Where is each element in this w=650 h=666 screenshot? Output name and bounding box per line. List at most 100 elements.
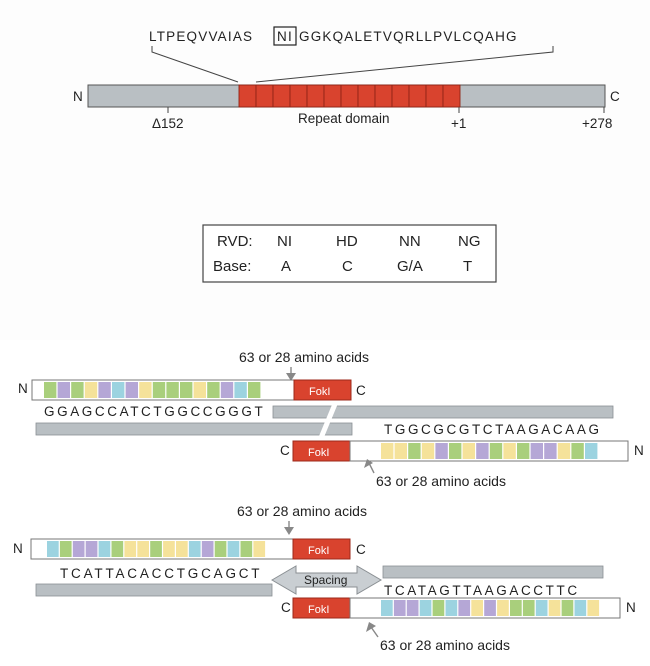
position-plus278: +278 (582, 116, 612, 131)
repeat-block-yellow (176, 541, 188, 557)
rvd-hd: HD (336, 233, 358, 250)
repeat-block-yellow (139, 382, 152, 398)
repeat-block-blue (227, 541, 240, 557)
repeat-block-blue (112, 382, 125, 398)
sequence-rvd: NI (277, 29, 293, 44)
pair1-dna-bottom-strand (35, 422, 353, 436)
repeat-block-yellow (462, 443, 475, 459)
pair2-linker-arrow-top-head (284, 527, 294, 535)
pair2-bottom-n-label: N (626, 600, 636, 615)
tale-protein-diagram: LTPEQVVAIAS NI GGKQALETVQRLLPVLCQAHG N C… (73, 26, 620, 131)
base-c: C (342, 258, 353, 275)
repeat-unit (425, 84, 444, 108)
repeat-block-green (248, 382, 261, 398)
repeat-block-green (449, 443, 462, 459)
rvd-table: RVD: NI HD NN NG Base: A C G/A T (202, 224, 497, 283)
base-header: Base: (213, 258, 251, 275)
repeat-block-yellow (421, 443, 435, 459)
repeat-block-green (522, 600, 535, 616)
rvd-ni: NI (277, 233, 292, 250)
repeat-block-yellow (84, 382, 98, 398)
pair2-top-foki (292, 538, 351, 560)
repeat-block-blue (419, 600, 432, 616)
repeat-unit (374, 84, 393, 108)
repeat-unit (238, 84, 257, 108)
position-delta152: Δ152 (152, 116, 184, 131)
pair2-top-repeat-array (47, 541, 266, 557)
spacing-double-arrow (271, 565, 382, 595)
pair2-seq-top: TCATTACACCTGCAGCT (60, 566, 262, 581)
repeat-block-yellow (137, 541, 149, 557)
repeat-block-yellow (557, 443, 571, 459)
rvd-header: RVD: (217, 233, 253, 250)
spacing-label: Spacing (304, 573, 347, 587)
pair2-linker-label-top: 63 or 28 amino acids (237, 503, 367, 519)
pair2-dna-bottom-strand (35, 583, 273, 597)
pair2-top-foki-label: FokI (308, 545, 329, 557)
repeat-unit (306, 84, 325, 108)
pair1-seq-top: GGAGCCATCTGGCCGGGT (44, 404, 265, 419)
repeat-block-green (207, 382, 220, 398)
repeat-block-purple (57, 382, 70, 398)
pair1-bottom-foki-label: FokI (308, 447, 329, 459)
repeat-block-purple (125, 382, 138, 398)
repeat-block-yellow (381, 443, 394, 459)
repeat-block-purple (98, 382, 111, 398)
repeat-block-green (44, 382, 57, 398)
pair2-top-n-label: N (13, 541, 23, 556)
repeat-block-blue (381, 600, 393, 616)
repeat-block-purple (406, 600, 419, 616)
pair1-top-n-label: N (18, 381, 28, 396)
repeat-block-purple (530, 443, 543, 459)
repeat-block-purple (72, 541, 85, 557)
pair2-bottom-foki-label: FokI (308, 604, 329, 616)
repeat-block-purple (435, 443, 448, 459)
repeat-unit (289, 84, 308, 108)
rvd-highlight-box (273, 26, 297, 46)
pair2-bottom-repeat-array (381, 600, 600, 616)
repeat-block-green (214, 541, 227, 557)
repeat-block-yellow (587, 600, 600, 616)
repeat-block-blue (574, 600, 587, 616)
pair1-bottom-c-label: C (280, 443, 290, 458)
sequence-prefix: LTPEQVVAIAS (149, 29, 253, 44)
talen-pair-2: 63 or 28 amino acids N FokI C TCATTACACC… (13, 503, 636, 653)
pair2-dna-top-strand (382, 565, 604, 579)
repeat-block-green (59, 541, 72, 557)
c-terminus-label: C (610, 89, 620, 104)
base-a: A (281, 258, 291, 275)
repeat-unit (408, 84, 427, 108)
repeat-block-green (240, 541, 253, 557)
pair1-bottom-repeat-array (381, 443, 598, 459)
repeat-block-purple (220, 382, 234, 398)
pair1-bottom-n-label: N (634, 443, 644, 458)
pair1-linker-label-top: 63 or 28 amino acids (239, 349, 369, 365)
repeat-block-yellow (394, 443, 407, 459)
repeat-block-purple (85, 541, 98, 557)
repeat-block-blue (188, 541, 201, 557)
bracket-left-line (151, 46, 239, 83)
pair1-top-c-label: C (356, 383, 366, 398)
repeat-block-yellow (253, 541, 266, 557)
repeat-block-yellow (124, 541, 137, 557)
tale-structure-panel (0, 0, 650, 340)
repeat-block-blue (98, 541, 111, 557)
pair2-linker-label-bottom: 63 or 28 amino acids (380, 637, 510, 653)
pair1-linker-arrow-top-head (286, 373, 296, 381)
repeat-block-blue (585, 443, 598, 459)
repeat-block-green (561, 600, 574, 616)
repeat-block-blue (47, 541, 59, 557)
pair2-linker-arrow-bottom-head (366, 622, 376, 632)
repeat-block-green (510, 600, 522, 616)
pair2-bottom-c-label: C (281, 600, 291, 615)
pair1-top-repeat-array (44, 382, 261, 398)
repeat-block-green (571, 443, 584, 459)
repeat-block-green (180, 382, 193, 398)
pair1-linker-label-bottom: 63 or 28 amino acids (376, 473, 506, 489)
rvd-nn: NN (399, 233, 421, 250)
repeat-domain (238, 84, 461, 108)
repeat-unit (442, 84, 461, 108)
repeat-block-blue (445, 600, 458, 616)
pair1-top-foki (293, 379, 352, 401)
